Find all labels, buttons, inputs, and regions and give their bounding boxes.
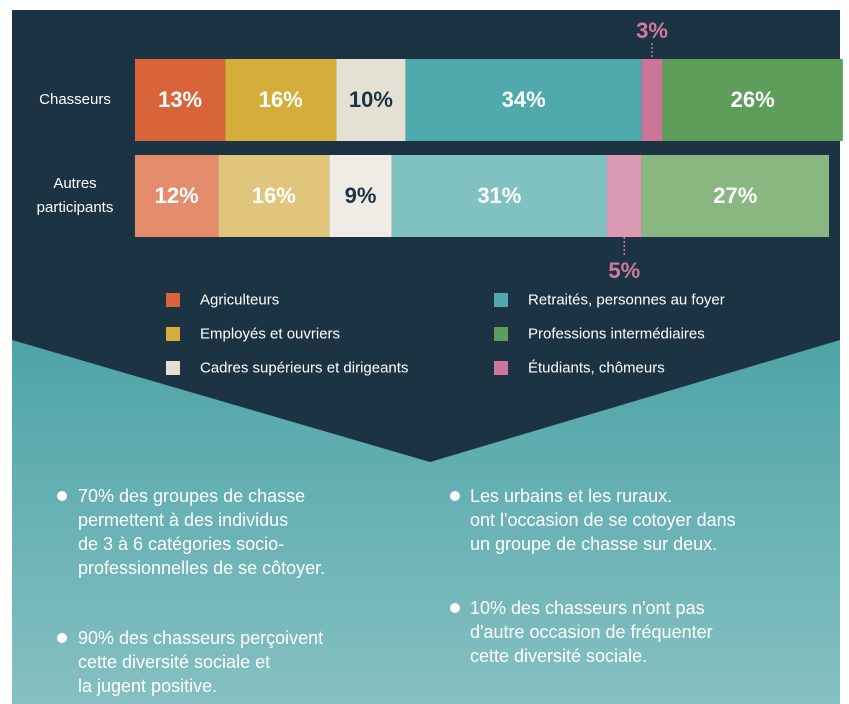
legend-swatch [494,293,508,307]
legend-label: Agriculteurs [200,292,279,309]
legend-swatch [166,327,180,341]
legend-swatch [494,361,508,375]
category-label: Chasseurs [20,88,130,112]
bullet-text: 90% des chasseurs perçoivent [78,626,323,650]
value-label: 16% [259,87,303,113]
value-label: 13% [158,87,202,113]
bullet-text: cette diversité sociale. [470,644,647,668]
legend-swatch [494,327,508,341]
bullet-dot [57,633,67,643]
bullet-text: professionnelles de se côtoyer. [78,556,325,580]
bullet-text: 70% des groupes de chasse [78,484,305,508]
value-label: 9% [345,183,377,209]
legend-label: Retraités, personnes au foyer [528,292,725,309]
bullet-dot [450,603,460,613]
value-label: 12% [155,183,199,209]
bullet-text: d'autre occasion de fréquenter [470,620,713,644]
bullet-text: de 3 à 6 catégories socio- [78,532,284,556]
value-label: 34% [502,87,546,113]
bullet-text: cette diversité sociale et [78,650,270,674]
bullet-dot [450,491,460,501]
legend-swatch [166,361,180,375]
value-label: 16% [252,183,296,209]
legend-label: Cadres supérieurs et dirigeants [200,360,408,377]
value-label: 10% [349,87,393,113]
bullet-text: permettent à des individus [78,508,288,532]
bullet-text: un groupe de chasse sur deux. [470,532,717,556]
bullet-text: Les urbains et les ruraux. [470,484,672,508]
bar-segment [607,155,642,237]
category-label: Autres participants [20,172,130,220]
legend-label: Professions intermédiaires [528,326,705,343]
value-label: 5% [608,258,640,284]
bullet-dot [57,491,67,501]
value-label: 26% [731,87,775,113]
legend-swatch [166,293,180,307]
infographic: Chasseurs 13% 16% 10% 34% 3% 26% Autres partici… [0,0,849,704]
legend-label: Employés et ouvriers [200,326,340,343]
value-label: 31% [477,183,521,209]
value-label: 3% [636,18,668,44]
legend-label: Étudiants, chômeurs [528,360,665,377]
value-label: 27% [713,183,757,209]
bullet-text: ont l'occasion de se cotoyer dans [470,508,736,532]
bar-segment [642,59,663,141]
bullet-text: 10% des chasseurs n'ont pas [470,596,705,620]
bullet-text: la jugent positive. [78,674,217,698]
